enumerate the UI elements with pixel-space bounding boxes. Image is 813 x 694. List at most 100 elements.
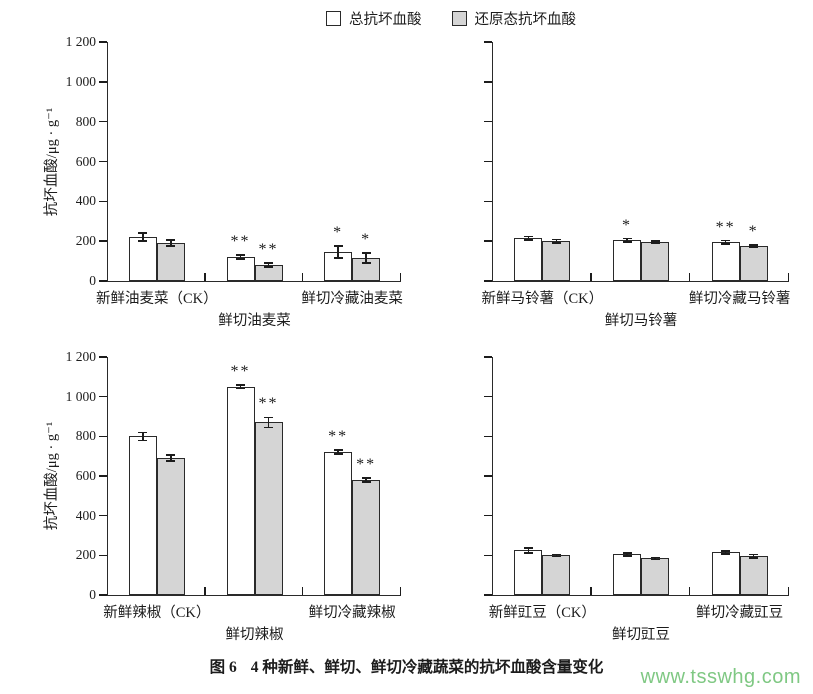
significance-marker: **	[715, 218, 736, 236]
error-bar-cap-bottom	[721, 243, 731, 245]
bar-total	[226, 257, 255, 281]
error-bar-cap-bottom	[622, 555, 632, 557]
error-bar-cap-top	[622, 552, 632, 554]
y-tick	[99, 240, 107, 242]
error-bar	[170, 240, 172, 247]
y-tick	[99, 280, 107, 282]
error-bar-cap-top	[551, 553, 561, 556]
y-tick	[484, 475, 492, 477]
y-tick-label: 400	[75, 507, 96, 523]
x-tick	[787, 273, 790, 281]
y-tick	[484, 594, 492, 596]
x-category-label: 新鲜豇豆（CK）	[488, 605, 596, 621]
bar-reduced	[156, 458, 185, 595]
significance-marker: *	[622, 216, 632, 234]
bar-total	[514, 550, 543, 595]
significance-marker: *	[361, 231, 372, 249]
plot-area-bottom-left: 1 200 1 000 800 600 400 200 0 新鲜辣椒（CK） ** ** 鲜切辣椒 *…	[66, 349, 402, 643]
y-tick-label: 400	[75, 193, 96, 209]
y-tick	[99, 554, 107, 557]
significance-marker: **	[258, 241, 279, 259]
error-bar	[724, 550, 727, 554]
error-bar-cap-bottom	[138, 439, 148, 442]
significance-marker: **	[258, 395, 279, 413]
significance-marker: *	[333, 224, 344, 242]
error-bar	[752, 554, 755, 558]
error-bar-cap-top	[361, 252, 371, 254]
error-bar	[555, 554, 558, 557]
error-bar-cap-top	[622, 237, 632, 240]
error-bar-cap-top	[749, 244, 759, 246]
error-bar-cap-bottom	[650, 242, 660, 244]
y-tick	[484, 554, 492, 557]
x-tick	[204, 587, 206, 595]
significance-marker: **	[356, 455, 377, 473]
y-tick	[99, 514, 107, 517]
error-bar-cap-top	[264, 416, 273, 419]
error-bar-cap-top	[138, 431, 148, 434]
error-bar-cap-top	[523, 547, 533, 549]
y-tick-label: 0	[89, 273, 96, 288]
chart-legend: 总抗坏血酸 还原态抗坏血酸	[326, 8, 576, 29]
error-bar	[142, 432, 144, 441]
y-tick	[99, 160, 107, 163]
x-category-label: 鲜切油麦菜	[218, 313, 291, 329]
error-bar	[267, 263, 270, 268]
error-bar-cap-bottom	[749, 246, 759, 248]
error-bar	[724, 240, 727, 244]
x-tick	[787, 587, 790, 595]
error-bar	[267, 417, 270, 428]
error-bar-cap-top	[333, 245, 343, 247]
error-bar-cap-top	[551, 238, 561, 241]
error-bar	[626, 552, 628, 556]
bar-total	[226, 386, 255, 595]
plot-area-top-right: 新鲜马铃薯（CK） * 鲜切马铃薯 ** * 鲜切冷藏马铃薯	[482, 41, 790, 329]
error-bar-cap-top	[138, 232, 148, 234]
bar-total	[514, 238, 543, 281]
error-bar-cap-bottom	[333, 453, 343, 455]
x-category-label: 鲜切冷藏辣椒	[308, 605, 396, 621]
y-tick	[99, 120, 107, 123]
x-tick	[688, 273, 691, 281]
error-bar	[527, 236, 530, 240]
y-tick	[484, 514, 492, 517]
x-tick	[399, 587, 402, 595]
plot-area-top-left: 1 200 1 000 800 600 400 200 0 新鲜油麦菜（CK） ** ** 鲜切油麦…	[66, 34, 403, 329]
error-bar-cap-top	[721, 550, 731, 552]
x-tick	[301, 587, 304, 595]
legend-item-total: 总抗坏血酸	[326, 8, 422, 29]
x-category-label: 新鲜马铃薯（CK）	[481, 291, 604, 307]
legend-label-reduced: 还原态抗坏血酸	[474, 12, 577, 28]
error-bar	[752, 245, 755, 248]
x-tick	[688, 587, 691, 595]
error-bar	[337, 246, 339, 259]
error-bar	[337, 450, 339, 455]
significance-marker: **	[230, 233, 251, 251]
bar-reduced	[739, 246, 768, 281]
y-tick	[484, 240, 492, 242]
bar-reduced	[156, 243, 185, 281]
y-tick-label: 1 000	[65, 73, 96, 89]
error-bar-cap-top	[749, 553, 759, 556]
error-bar-cap-top	[650, 240, 660, 242]
bar-total	[711, 242, 740, 281]
error-bar-cap-bottom	[166, 245, 176, 247]
error-bar	[555, 239, 558, 243]
x-category-label: 鲜切冷藏豇豆	[696, 605, 784, 621]
error-bar-cap-top	[166, 454, 176, 456]
bar-reduced	[254, 422, 283, 595]
x-tick	[204, 273, 206, 281]
x-tick	[590, 273, 592, 281]
error-bar-cap-bottom	[236, 387, 245, 390]
figure-caption: 图 6 4 种新鲜、鲜切、鲜切冷藏蔬菜的抗坏血酸含量变化	[0, 655, 813, 677]
y-tick-label: 800	[75, 113, 96, 129]
x-category-label: 鲜切豇豆	[612, 627, 670, 643]
y-tick-label: 1 200	[65, 349, 96, 364]
legend-swatch-reduced-icon	[451, 11, 467, 26]
error-bar-cap-bottom	[333, 257, 343, 259]
x-category-label: 新鲜辣椒（CK）	[103, 605, 211, 621]
bar-reduced	[352, 479, 381, 595]
figure-caption-number: 图 6	[209, 659, 237, 676]
watermark: www.tsswhg.com	[640, 666, 801, 688]
